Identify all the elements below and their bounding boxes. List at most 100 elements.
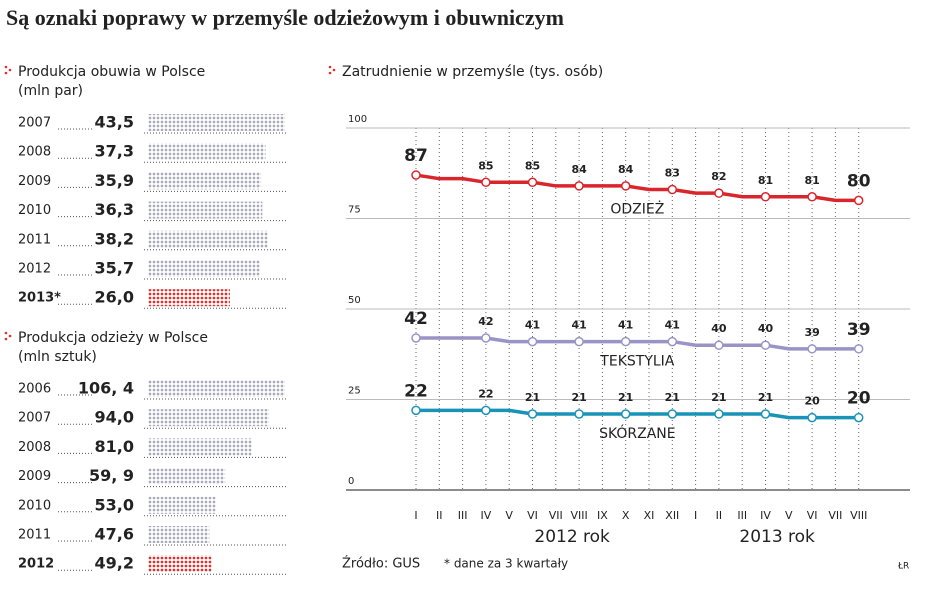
value-label: 41 (525, 319, 540, 332)
chart-title: Produkcja odzieży w Polsce (18, 330, 208, 346)
point (411, 405, 421, 416)
value-label: 41 (571, 319, 586, 332)
chart-title: Produkcja obuwia w Polsce (18, 64, 205, 80)
value-label: 53,0 (95, 495, 134, 514)
x-tick-label: I (694, 509, 697, 522)
value-label: 81 (758, 174, 773, 187)
chart-unit: (mln par) (18, 83, 83, 99)
chart-title: Zatrudnienie w przemyśle (tys. osób) (342, 64, 603, 80)
x-tick-label: III (458, 509, 468, 522)
main-title: Są oznaki poprawy w przemyśle odzieżowym… (6, 5, 564, 30)
x-tick-label: XII (665, 509, 679, 522)
title-marker (332, 68, 336, 72)
y-tick-label: 75 (348, 205, 361, 216)
x-tick-label: V (505, 509, 513, 522)
point (667, 336, 678, 347)
value-label: 47,6 (95, 525, 134, 544)
value-label: 81 (804, 174, 819, 187)
y-tick-label: 50 (348, 295, 361, 306)
category-label: 2012 (18, 262, 51, 277)
point (527, 336, 538, 347)
point (853, 412, 864, 423)
bar (148, 289, 230, 307)
category-label: 2010 (18, 498, 51, 513)
point (527, 409, 538, 419)
category-label: 2009 (18, 174, 51, 189)
value-label: 40 (758, 322, 774, 335)
value-label: 87 (404, 146, 428, 166)
x-tick-label: IV (760, 509, 771, 522)
x-tick-label: IX (597, 509, 608, 522)
category-label: 2006 (18, 382, 51, 397)
point (853, 344, 864, 354)
value-label: 20 (804, 395, 820, 408)
point (667, 409, 678, 419)
point (620, 181, 631, 191)
value-label: 85 (478, 159, 493, 172)
category-label: 2007 (18, 116, 51, 131)
title-marker (4, 337, 8, 341)
y-tick-label: 100 (348, 114, 367, 125)
title-marker (4, 331, 8, 335)
x-tick-label: VI (527, 509, 538, 522)
category-label: 2010 (18, 203, 51, 218)
x-tick-label: II (716, 509, 723, 522)
x-tick-label: III (737, 509, 747, 522)
point (667, 184, 678, 195)
point (574, 409, 584, 419)
bar (148, 496, 217, 514)
value-label: 26,0 (95, 288, 134, 307)
title-marker (4, 65, 8, 69)
bar (148, 143, 266, 161)
x-tick-label: VIII (850, 509, 867, 522)
value-label: 35,9 (95, 171, 134, 190)
bar (148, 526, 210, 543)
value-label: 38,2 (95, 229, 134, 248)
year-label: 2013 rok (739, 527, 815, 547)
point (807, 412, 817, 423)
bar (148, 201, 263, 219)
x-tick-label: V (785, 509, 793, 522)
value-label: 21 (571, 391, 586, 404)
author: ŁR (897, 562, 909, 572)
bar (148, 409, 270, 427)
category-label: 2011 (18, 528, 51, 543)
source: Źródło: GUS (342, 556, 420, 572)
x-tick-label: VIII (570, 509, 587, 522)
point (527, 177, 538, 188)
value-label: 20 (847, 389, 871, 409)
value-label: 39 (804, 326, 819, 339)
footnote: * dane za 3 kwartały (444, 557, 568, 571)
value-label: 81,0 (95, 437, 134, 456)
x-tick-label: VII (828, 509, 842, 522)
category-label: 2008 (18, 145, 51, 160)
title-marker (328, 65, 332, 69)
value-label: 82 (711, 170, 726, 183)
value-label: 106, 4 (78, 379, 134, 398)
value-label: 84 (618, 163, 634, 176)
point (574, 336, 584, 347)
point (714, 340, 724, 350)
category-label: 2009 (18, 469, 51, 484)
value-label: 43,5 (95, 113, 134, 132)
series-name: SKÓRZANE (599, 424, 676, 442)
value-label: 40 (711, 322, 727, 335)
bar (148, 438, 253, 456)
value-label: 21 (665, 391, 680, 404)
value-label: 83 (665, 167, 680, 180)
value-label: 22 (404, 381, 428, 401)
value-label: 36,3 (95, 200, 134, 219)
y-tick-label: 25 (348, 386, 361, 397)
series-name: TEKSTYLIA (599, 354, 674, 370)
value-label: 94,0 (95, 408, 134, 427)
point (807, 344, 817, 354)
bar (148, 555, 212, 573)
x-tick-label: IV (481, 509, 492, 522)
category-label: 2008 (18, 440, 51, 455)
value-label: 49,2 (95, 554, 134, 573)
bar (148, 467, 226, 485)
category-label: 2007 (18, 411, 51, 426)
value-label: 84 (571, 163, 587, 176)
value-label: 85 (525, 159, 540, 172)
